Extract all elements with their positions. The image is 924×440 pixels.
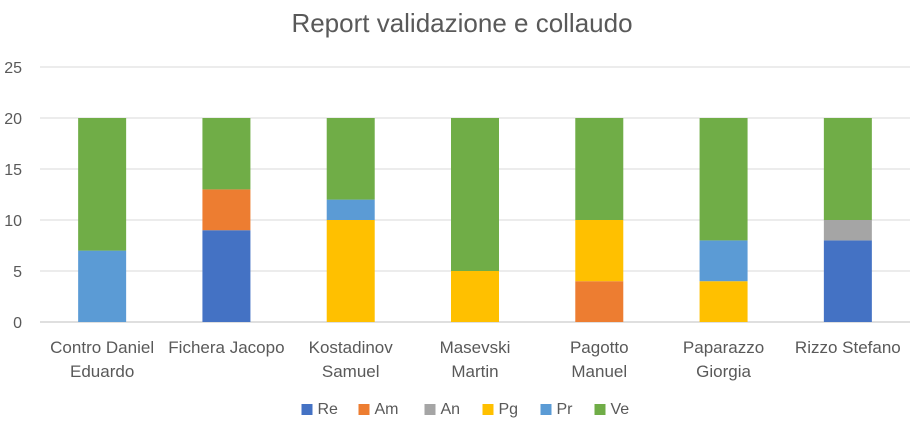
- legend-swatch-am: [358, 404, 370, 415]
- legend-label-an: An: [441, 401, 461, 418]
- y-tick-label: 20: [4, 111, 22, 128]
- x-category-label-line: Fichera Jacopo: [168, 338, 284, 357]
- legend-swatch-an: [424, 404, 436, 415]
- chart-title: Report validazione e collaudo: [291, 8, 632, 38]
- x-category-label: Contro Daniel Eduardo: [50, 338, 154, 381]
- legend: Re Am An Pg Pr Ve: [301, 401, 630, 418]
- bar-segment-re: [202, 230, 251, 322]
- x-category-label-line: Paparazzo: [683, 338, 764, 357]
- x-category-label-line: Rizzo Stefano: [795, 338, 901, 357]
- x-category-label-line: Samuel: [322, 362, 380, 381]
- legend-swatch-ve: [594, 404, 606, 415]
- x-category-label: Masevski Martin: [440, 338, 511, 381]
- bar-segment-pr: [78, 250, 127, 322]
- x-category-label: Rizzo Stefano: [795, 338, 901, 357]
- y-tick-label: 0: [13, 315, 22, 332]
- legend-label-ve: Ve: [611, 401, 630, 418]
- bar-segment-an: [823, 220, 872, 241]
- legend-swatch-pg: [482, 404, 494, 415]
- bar-segment-am: [575, 281, 624, 322]
- bar-segment-ve: [78, 118, 127, 251]
- x-category-label: Kostadinov Samuel: [309, 338, 394, 381]
- x-category-label-line: Pagotto: [570, 338, 629, 357]
- x-category-label-line: Manuel: [571, 362, 627, 381]
- legend-swatch-pr: [540, 404, 552, 415]
- x-category-label: Pagotto Manuel: [570, 338, 629, 381]
- bar-segment-ve: [823, 118, 872, 220]
- y-tick-label: 25: [4, 60, 22, 77]
- bar-segment-pg: [575, 220, 624, 282]
- bar-segment-am: [202, 189, 251, 231]
- x-category-label: Paparazzo Giorgia: [683, 338, 764, 381]
- x-category-label-line: Martin: [451, 362, 498, 381]
- y-tick-label: 15: [4, 162, 22, 179]
- bar-segment-re: [823, 240, 872, 322]
- x-category-label-line: Eduardo: [70, 362, 134, 381]
- bar-segment-ve: [202, 118, 251, 190]
- bar-segment-ve: [451, 118, 499, 271]
- legend-label-pg: Pg: [499, 401, 519, 418]
- bar-segment-pr: [699, 240, 748, 282]
- bar-segment-pr: [326, 199, 375, 220]
- bar-segment-ve: [699, 118, 748, 241]
- x-axis: Contro Daniel Eduardo Fichera Jacopo Kostad…: [50, 338, 901, 381]
- bar-segment-pg: [326, 220, 375, 322]
- x-category-label-line: Giorgia: [696, 362, 751, 381]
- x-category-label: Fichera Jacopo: [168, 338, 284, 357]
- bar-segment-pg: [451, 271, 499, 322]
- x-category-label-line: Kostadinov: [309, 338, 394, 357]
- legend-label-am: Am: [375, 401, 399, 418]
- bar-segment-ve: [575, 118, 624, 220]
- x-category-label-line: Masevski: [440, 338, 511, 357]
- y-axis: 0 5 10 15 20 25: [4, 60, 22, 332]
- bars: [78, 118, 872, 322]
- legend-label-re: Re: [318, 401, 339, 418]
- bar-segment-pg: [699, 281, 748, 322]
- y-tick-label: 5: [13, 264, 22, 281]
- x-category-label-line: Contro Daniel: [50, 338, 154, 357]
- legend-swatch-re: [301, 404, 313, 415]
- bar-segment-ve: [326, 118, 375, 200]
- y-tick-label: 10: [4, 213, 22, 230]
- legend-label-pr: Pr: [557, 401, 574, 418]
